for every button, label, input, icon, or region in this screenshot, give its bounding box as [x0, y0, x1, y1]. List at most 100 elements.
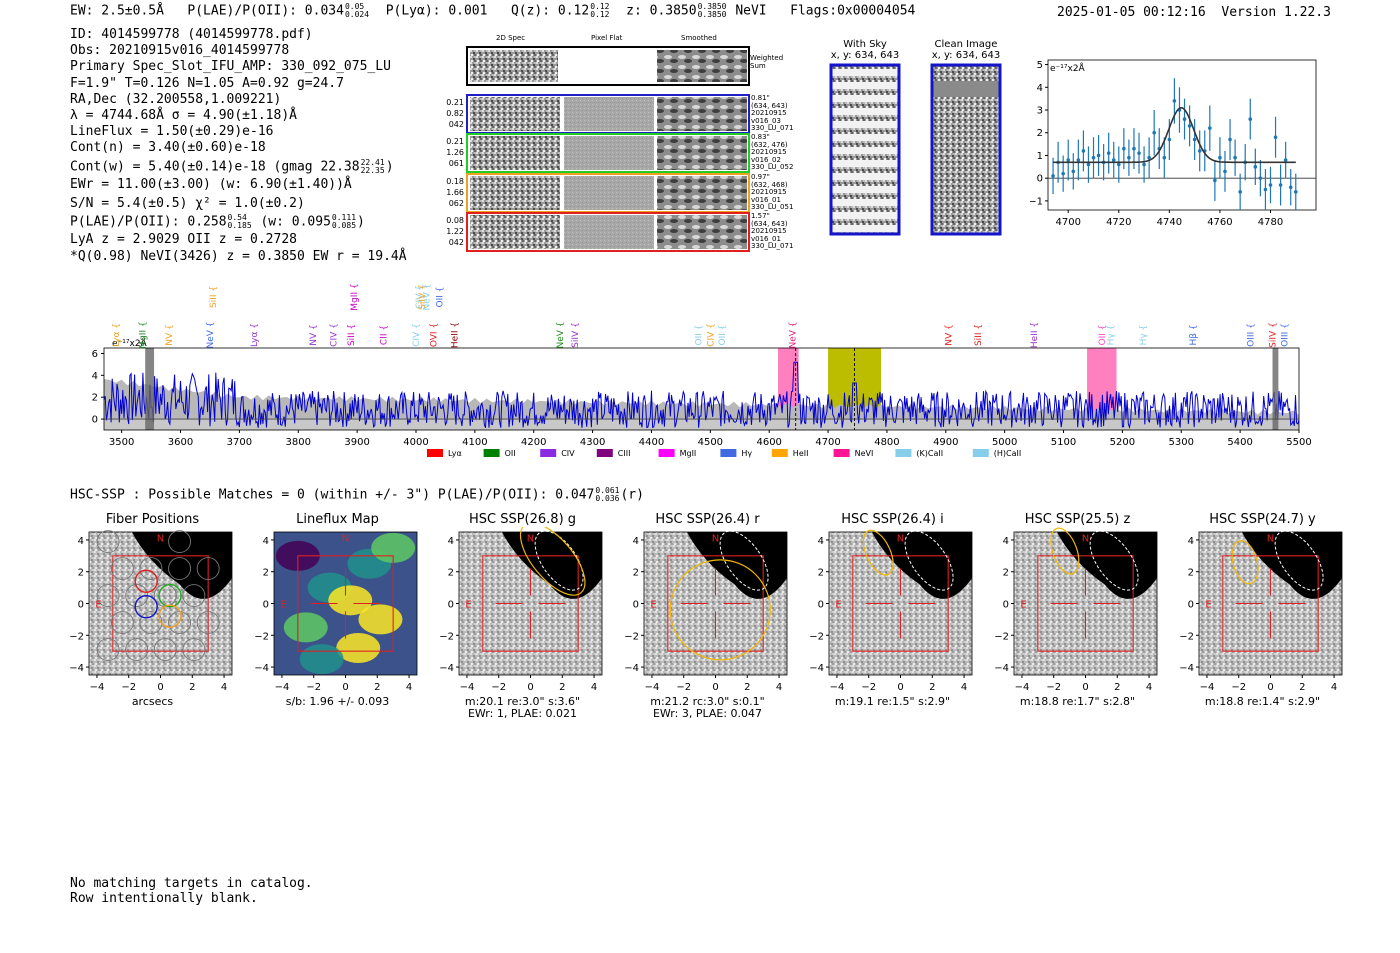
row3-left-c: 062	[448, 199, 464, 208]
fiber-circle	[110, 557, 134, 580]
spec-line-label-text: SiII {	[209, 286, 219, 308]
fit-point	[1258, 176, 1263, 180]
galaxy-blob	[131, 532, 232, 599]
fit-point	[1268, 183, 1273, 187]
fit-xtick-label: 4700	[1055, 217, 1080, 228]
north-label: N	[527, 534, 534, 545]
fit-model-curve	[1053, 107, 1296, 164]
spec-line-label-text: NeV {	[206, 321, 216, 348]
spec-ytick-label: 4	[92, 371, 98, 382]
spec-line-label-text: CIV {	[415, 285, 425, 309]
version: Version 1.22.3	[1221, 5, 1331, 20]
row3-left: 0.18 1.66 062	[440, 176, 464, 209]
spec-line-label-text: Hβ {	[1189, 324, 1199, 345]
weighted-sum-label: Weighted Sum	[750, 54, 784, 70]
fit-point	[1142, 162, 1146, 167]
plae-value: P(LAE)/P(OII): 0.034	[187, 3, 344, 19]
col-title-smoothed: Smoothed	[681, 34, 717, 42]
panel-ytick-label: 4	[78, 536, 84, 547]
fiber-circle	[196, 611, 220, 635]
legend-label: HeII	[793, 449, 809, 458]
cutout-row-3	[466, 173, 750, 213]
fit-point	[1197, 149, 1202, 153]
row2-right-a: 0.83"	[751, 133, 770, 141]
fit-point	[1273, 135, 1278, 140]
fiber-circle	[153, 638, 177, 662]
fit-ylabel: e⁻¹⁷x2Å	[1050, 62, 1086, 74]
contw-end: )	[385, 159, 394, 175]
row1-right-b: (634, 643)	[751, 101, 788, 110]
galaxy-blob	[1056, 532, 1157, 599]
legend-label: MgII	[680, 449, 697, 458]
z-lo: 0.3850	[697, 10, 727, 19]
panel-xtick-label: 0	[157, 682, 163, 693]
spec-xtick-label: 3900	[344, 437, 369, 448]
spec-flux-line	[103, 361, 1300, 430]
hsc-dashed-ellipse	[1089, 530, 1139, 591]
panel-ytick-label: 2	[633, 568, 639, 579]
spec-line-label-text: SiIV {	[1269, 322, 1279, 348]
panel-xtick-label: 4	[221, 682, 227, 693]
spec-line-label: NeV {	[423, 283, 433, 310]
spec-xtick-label: 4600	[756, 437, 781, 448]
row3-right-e: 330_LU_051	[751, 203, 794, 212]
fit-point	[1127, 155, 1131, 160]
fit-point	[1182, 117, 1187, 121]
panel-7: HSC SSP(24.7) y N E 4 2 0 −2 −4 −4 −2 0 2 4 m:18.8 re…	[1179, 512, 1345, 708]
ew-value: EW: 2.5±0.5Å	[70, 3, 164, 19]
panel-caption-line: m:18.8 re:1.7" s:2.8"	[1019, 695, 1136, 708]
panel-ytick-label: −2	[810, 631, 824, 642]
panel-ytick-label: −4	[625, 663, 639, 674]
panel-xtick-label: 2	[929, 682, 935, 693]
spec-axes-frame	[103, 347, 1300, 431]
spec-line-label: CIV {	[330, 323, 340, 347]
spec-xtick-label: 5200	[1110, 437, 1135, 448]
row2-left: 0.21 1.26 061	[440, 136, 464, 169]
spec-line-label: SiIV {	[1269, 322, 1279, 348]
panel-image: N E 4 2 0 −2 −4 −4 −2 0 2 4	[624, 530, 788, 693]
fit-point	[1238, 190, 1242, 194]
weighted-sum-line1: Weighted	[750, 54, 784, 62]
panel-xtick-label: −4	[1200, 682, 1215, 693]
spec-line-label-text: Lyα {	[250, 323, 260, 347]
spec-xtick-label: 3800	[286, 437, 311, 448]
row1-right-d: v016_03	[751, 116, 781, 125]
panel-caption-line: m:18.8 re:1.4" s:2.9"	[1204, 695, 1321, 708]
row2-left-c: 061	[448, 159, 464, 168]
aperture-box	[482, 555, 579, 652]
qz-value: Q(z): 0.12	[510, 3, 590, 19]
info-plae-lo: 0.185	[227, 220, 252, 230]
row1-right: 0.81" (634, 643) 20210915 v016_03 330_LU…	[751, 94, 793, 133]
spec-line-label-text: CII {	[380, 325, 390, 345]
panel-ytick-label: −4	[1180, 663, 1194, 674]
fit-point	[1116, 162, 1121, 167]
panel-xtick-label: −2	[306, 682, 321, 693]
spec-xtick-label: 3600	[168, 437, 193, 448]
panel-caption: m:21.2 rc:3.0" s:0.1" EWr: 3, PLAE: 0.047	[625, 696, 790, 720]
east-label: E	[1205, 600, 1211, 611]
lineflux-blob	[283, 612, 328, 643]
spec-line-label: OIII {	[1280, 323, 1290, 347]
cutout-grid	[466, 46, 750, 252]
info-radec: RA,Dec (32.200558,1.009221)	[70, 91, 282, 107]
legend-label: OII	[505, 449, 516, 458]
fiber-circle	[182, 584, 206, 608]
fiber-green	[158, 583, 182, 608]
panel-xtick-label: 4	[1331, 682, 1337, 693]
panel-xtick-label: 4	[961, 682, 967, 693]
panel-xtick-label: 4	[776, 682, 782, 693]
panel-xtick-label: 2	[1299, 682, 1305, 693]
panel-ytick-label: 2	[78, 568, 84, 579]
spec-xtick-label: 4800	[874, 437, 899, 448]
clean-xy: x, y: 634, 643	[931, 50, 1001, 61]
panel-xtick-label: −2	[1046, 682, 1061, 693]
fit-point	[1122, 146, 1126, 151]
panel-image: N E 4 2 0 −2 −4 −4 −2 0 2 4	[254, 531, 418, 693]
row2-right-b: (632, 476)	[751, 140, 788, 149]
fiber-red	[134, 569, 158, 593]
panel-xtick-label: −4	[460, 682, 475, 693]
fit-point	[1228, 137, 1232, 142]
spec-xtick-label: 5000	[992, 437, 1017, 448]
plae-lo: 0.024	[344, 10, 370, 19]
spec-line-label-text: NV {	[945, 324, 955, 345]
